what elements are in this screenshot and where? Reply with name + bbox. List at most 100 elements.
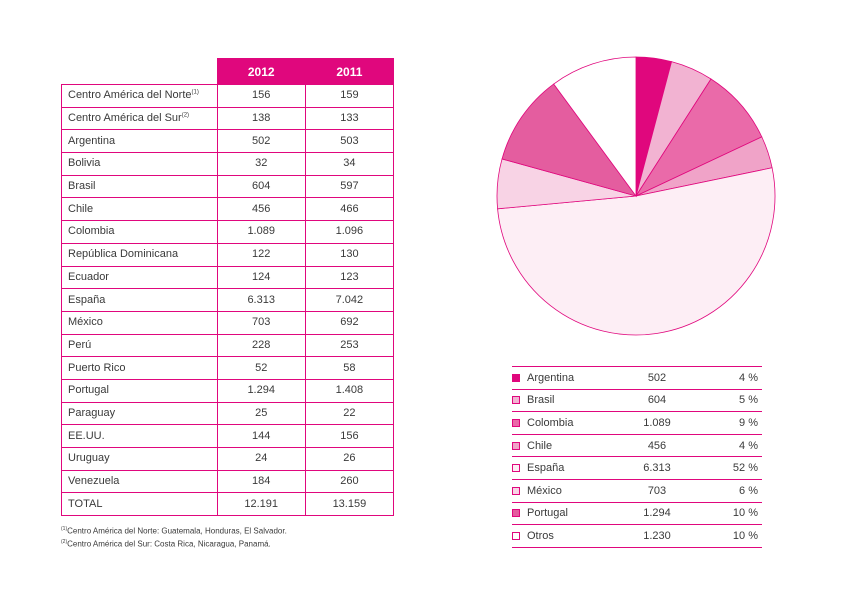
country-cell: Puerto Rico <box>61 356 218 380</box>
table-row: Paraguay 25 22 <box>61 401 395 426</box>
footnotes: (1)Centro América del Norte: Guatemala, … <box>61 524 287 549</box>
country-cell: Venezuela <box>61 469 218 494</box>
value-2011-cell: 692 <box>304 310 395 335</box>
country-cell: Chile <box>61 197 218 222</box>
value-2012-cell: 502 <box>216 129 306 154</box>
legend-swatch <box>512 531 520 540</box>
legend-label: Colombia <box>527 416 574 429</box>
value-2011-cell: 7.042 <box>304 288 395 312</box>
legend-swatch <box>512 373 520 382</box>
value-2012-cell: 6.313 <box>216 288 306 312</box>
country-name: Paraguay <box>68 406 116 419</box>
country-name: Bolivia <box>68 157 101 170</box>
legend-label: Portugal <box>527 507 568 520</box>
legend-percent: 4 % <box>702 366 762 390</box>
legend-label: Argentina <box>527 371 575 384</box>
value-2011-cell: 503 <box>304 129 395 154</box>
table-row: República Dominicana 122 130 <box>61 242 395 267</box>
total-row: TOTAL 12.191 13.159 <box>61 492 395 517</box>
legend-percent: 5 % <box>702 389 762 413</box>
table-header-row: 2012 2011 <box>62 58 395 85</box>
country-cell: Paraguay <box>61 401 218 426</box>
country-cell: Bolivia <box>61 152 218 176</box>
value-2011-cell: 58 <box>304 356 395 380</box>
table-row: Ecuador 124 123 <box>61 265 395 290</box>
table-row: Puerto Rico 52 58 <box>61 356 395 380</box>
value-2012-cell: 25 <box>216 401 306 426</box>
value-2011-cell: 123 <box>304 265 395 290</box>
legend-label-cell: Argentina <box>512 366 612 390</box>
value-2011-cell: 22 <box>304 401 395 426</box>
value-2011-cell: 597 <box>304 174 395 199</box>
value-2012-cell: 124 <box>216 265 306 290</box>
country-name: Puerto Rico <box>68 361 126 374</box>
country-name: Centro América del Norte <box>68 89 192 102</box>
legend-label-cell: Chile <box>512 434 612 458</box>
value-2012-cell: 1.294 <box>216 378 306 403</box>
footnote-2: (2)Centro América del Sur: Costa Rica, N… <box>61 537 287 550</box>
country-name: Portugal <box>68 384 109 397</box>
pie-slice-espana <box>497 167 776 336</box>
legend-row: Colombia 1.089 9 % <box>512 411 762 435</box>
legend-label-cell: Brasil <box>512 389 612 413</box>
legend-row: Argentina 502 4 % <box>512 366 762 390</box>
legend-value: 604 <box>612 389 702 413</box>
country-cell: República Dominicana <box>61 242 218 267</box>
value-2012-cell: 184 <box>216 469 306 494</box>
value-2011-cell: 159 <box>304 84 395 108</box>
legend-value: 502 <box>612 366 702 390</box>
legend-label: España <box>527 462 565 475</box>
legend-value: 456 <box>612 434 702 458</box>
country-cell: Perú <box>61 333 218 358</box>
value-2012-cell: 156 <box>216 84 306 108</box>
country-name: Venezuela <box>68 475 120 488</box>
legend-value: 1.230 <box>612 524 702 548</box>
legend-label: México <box>527 484 562 497</box>
country-cell: Centro América del Sur(2) <box>61 106 218 131</box>
pie-chart <box>496 56 776 336</box>
legend-value: 1.089 <box>612 411 702 435</box>
total-label: TOTAL <box>61 492 218 517</box>
value-2011-cell: 26 <box>304 447 395 471</box>
table-row: Bolivia 32 34 <box>61 152 395 176</box>
table-row: Centro América del Norte(1) 156 159 <box>61 84 395 108</box>
legend-label-cell: México <box>512 479 612 503</box>
country-cell: Ecuador <box>61 265 218 290</box>
legend-swatch <box>512 418 520 427</box>
legend-percent: 10 % <box>702 502 762 526</box>
legend-percent: 9 % <box>702 411 762 435</box>
table-row: Venezuela 184 260 <box>61 469 395 494</box>
country-cell: Centro América del Norte(1) <box>61 84 218 108</box>
country-name: Chile <box>68 202 94 215</box>
country-name: España <box>68 293 106 306</box>
legend-percent: 10 % <box>702 524 762 548</box>
value-2012-cell: 24 <box>216 447 306 471</box>
country-cell: México <box>61 310 218 335</box>
table-row: Portugal 1.294 1.408 <box>61 378 395 403</box>
pie-slice-portugal <box>501 83 638 197</box>
legend-value: 703 <box>612 479 702 503</box>
value-2012-cell: 144 <box>216 424 306 448</box>
value-2011-cell: 34 <box>304 152 395 176</box>
legend-label: Brasil <box>527 394 555 407</box>
country-name: Perú <box>68 338 92 351</box>
table-row: Argentina 502 503 <box>61 129 395 154</box>
legend-label-cell: Portugal <box>512 502 612 526</box>
country-name: Ecuador <box>68 270 109 283</box>
header-2011: 2011 <box>304 58 395 85</box>
pie-slice-otros <box>553 56 637 198</box>
country-cell: Brasil <box>61 174 218 199</box>
value-2012-cell: 456 <box>216 197 306 222</box>
country-name: EE.UU. <box>68 429 105 442</box>
country-cell: Uruguay <box>61 447 218 471</box>
footnote-1-marker: (1) <box>61 526 68 532</box>
footnote-2-text: Centro América del Sur: Costa Rica, Nica… <box>67 539 271 549</box>
value-2011-cell: 133 <box>304 106 395 131</box>
total-2011: 13.159 <box>304 492 395 517</box>
row-footnote-marker: (2) <box>181 112 190 119</box>
legend-swatch <box>512 396 520 405</box>
legend-row: Chile 456 4 % <box>512 434 762 458</box>
row-footnote-marker: (1) <box>191 89 199 96</box>
value-2012-cell: 604 <box>216 174 306 199</box>
legend-swatch <box>512 464 520 473</box>
